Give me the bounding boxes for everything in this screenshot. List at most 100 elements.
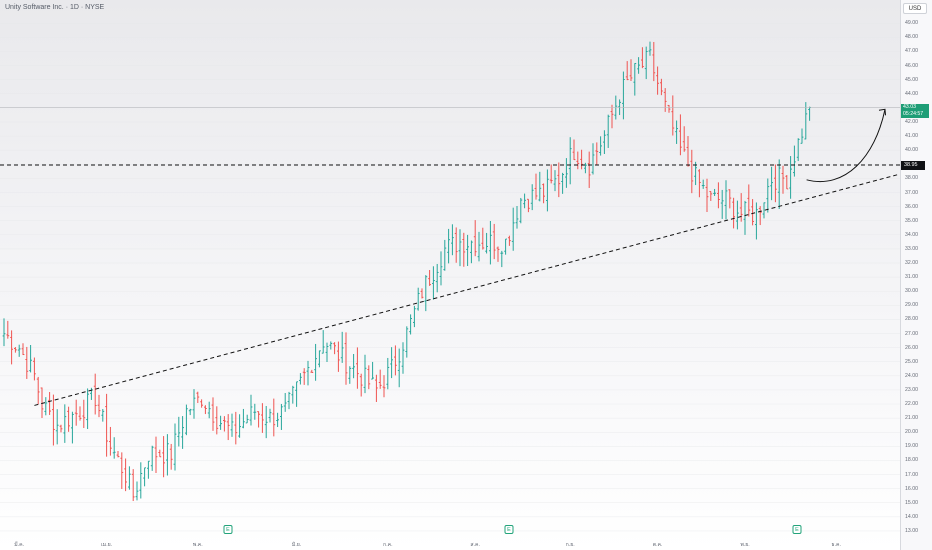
ohlc-bar [321,330,325,354]
y-tick-label: 44.00 [905,90,918,97]
ohlc-bar [416,287,420,311]
ohlc-bar [546,169,549,212]
y-tick-label: 33.00 [905,245,918,252]
ohlc-bar [781,165,785,194]
ohlc-bar [568,137,572,185]
earnings-marker-2[interactable]: E [504,525,514,534]
ohlc-bar [755,202,758,240]
ohlc-bar [527,198,530,213]
ohlc-bar [36,376,40,405]
ohlc-bar [177,416,181,447]
ohlc-bar [698,169,701,198]
ohlc-bar [720,189,724,219]
ohlc-bar [386,357,390,390]
ohlc-bar [162,436,165,478]
ohlc-bar [158,449,162,458]
ohlc-bar [606,114,610,148]
price-axis-panel[interactable] [900,0,932,550]
last-price-value: 43.03 [903,104,916,111]
ohlc-bar [641,47,644,69]
ohlc-bar [804,102,808,140]
ohlc-bar [401,342,405,374]
ohlc-bar [751,199,754,226]
ohlc-bar [139,462,143,499]
ohlc-bar [200,399,203,408]
ohlc-bar [397,348,401,388]
ohlc-bar [310,369,314,373]
ohlc-bar [25,346,29,379]
ohlc-bar [112,437,116,459]
ohlc-bar [348,366,352,384]
ohlc-bar [732,197,735,229]
ohlc-bar [2,318,6,347]
ohlc-bar [405,326,409,358]
ohlc-bar [82,399,86,429]
ohlc-bar [363,354,367,394]
y-tick-label: 31.00 [905,274,918,281]
ohlc-bar [770,166,773,201]
ohlc-bar [128,466,131,490]
x-tick-label: เม.ย. [101,542,113,548]
y-tick-label: 48.00 [905,34,918,41]
ohlc-bar [789,156,792,199]
ohlc-bar [489,221,492,265]
ohlc-bar [690,149,694,194]
y-tick-label: 21.00 [905,415,918,422]
ohlc-bar [793,145,796,177]
y-tick-label: 19.00 [905,443,918,450]
y-tick-label: 16.00 [905,485,918,492]
earnings-marker-1[interactable]: E [223,525,233,534]
ohlc-bar [173,423,177,471]
ohlc-bar [743,200,747,235]
ohlc-bar [63,404,67,443]
x-tick-label: ส.ค. [470,542,480,548]
y-tick-label: 14.00 [905,513,918,520]
ohlc-bar [352,354,355,379]
ohlc-bar [413,305,416,328]
ohlc-bar [6,320,10,339]
ohlc-bar [382,375,386,398]
price-chart[interactable] [0,0,900,550]
x-tick-label: ต.ค. [652,542,663,548]
ohlc-bar [253,403,257,420]
ohlc-bar [679,114,682,156]
ohlc-bar [44,397,48,416]
ohlc-bar [625,61,629,81]
ohlc-bar [675,120,678,144]
ohlc-bar [587,151,591,188]
ohlc-bar [378,369,382,389]
ohlc-bar [329,341,333,350]
grid-lines [0,23,900,532]
ohlc-bar [359,373,363,397]
ohlc-bar [90,387,93,400]
ohlc-bar [17,344,21,357]
earnings-marker-3[interactable]: E [792,525,802,534]
ohlc-bar [774,164,777,203]
y-tick-label: 45.00 [905,76,918,83]
y-tick-label: 35.00 [905,217,918,224]
ohlc-bar [633,62,637,96]
ohlc-bar [276,412,279,428]
ohlc-bar [325,342,329,362]
y-tick-label: 40.00 [905,147,918,154]
ohlc-bar [55,409,59,445]
ohlc-bar [682,126,686,152]
ohlc-bar [131,469,135,502]
y-tick-label: 37.00 [905,189,918,196]
ohlc-bar [93,373,97,415]
ohlc-bar [523,193,526,209]
ohlc-bar [561,172,564,194]
ohlc-bar [580,149,583,170]
ohlc-bar [21,343,25,356]
currency-label[interactable]: USD [903,3,927,14]
ohlc-bar [717,182,720,209]
ohlc-bar [785,175,789,190]
ohlc-bar [447,228,450,264]
ohlc-bar [477,231,481,262]
ohlc-bar [462,232,466,267]
ohlc-bar [291,385,295,404]
x-tick-label: พ.ค. [192,542,203,548]
ohlc-bar [207,401,211,419]
ohlc-bar [595,142,599,166]
ohlc-bar [432,266,435,300]
